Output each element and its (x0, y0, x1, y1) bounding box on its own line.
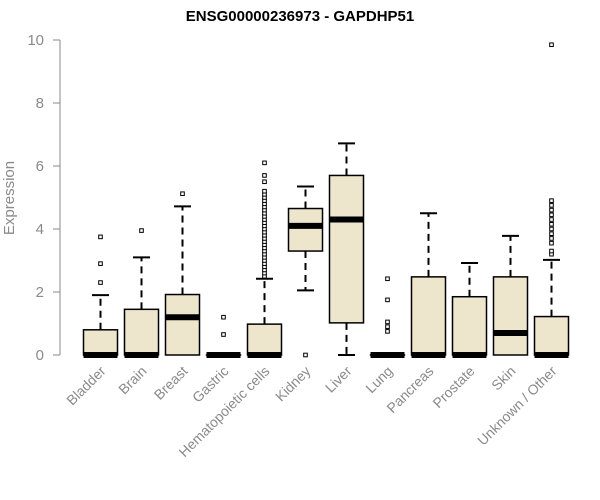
outlier-point (98, 280, 103, 285)
outlier-point (385, 319, 390, 325)
x-tick-label: Brain (115, 363, 149, 397)
x-tick-label: Liver (322, 363, 355, 396)
box (533, 315, 570, 356)
box-group-kidney (287, 185, 324, 358)
outlier-point (303, 352, 308, 358)
outlier-point (262, 188, 267, 194)
box-group-skin (492, 234, 529, 356)
outlier-point (549, 217, 554, 222)
x-tick-label: Kidney (272, 363, 314, 405)
outlier-point (549, 231, 554, 237)
y-tick-label: 10 (27, 32, 44, 49)
box (123, 308, 160, 356)
box (492, 276, 529, 356)
box (410, 276, 447, 356)
boxes-layer (82, 42, 570, 358)
x-tick-label: Bladder (63, 363, 109, 409)
y-tick-label: 8 (36, 95, 44, 112)
x-tick-label: Prostate (429, 363, 477, 411)
outlier-point (385, 297, 390, 303)
outlier-point (221, 314, 226, 320)
box (328, 174, 365, 324)
box (246, 323, 283, 356)
y-tick-label: 0 (36, 347, 44, 364)
outlier-point (385, 324, 390, 329)
outlier-point (262, 160, 267, 166)
box-group-gastric (205, 314, 242, 358)
box (82, 329, 119, 356)
outlier-point (385, 329, 390, 334)
box-group-liver (328, 142, 365, 356)
outlier-point (549, 248, 554, 254)
outlier-point (385, 276, 390, 282)
outlier-point (549, 236, 554, 241)
outlier-point (549, 226, 554, 232)
outlier-point (262, 173, 267, 178)
outlier-point (221, 332, 226, 337)
box-group-prostate (451, 262, 488, 358)
box (451, 295, 488, 356)
outlier-point (549, 203, 554, 208)
y-tick-label: 2 (36, 284, 44, 301)
box (164, 293, 201, 356)
box-group-bladder (82, 234, 119, 358)
box-group-unknown-other (533, 42, 570, 358)
outlier-point (549, 207, 554, 213)
outlier-point (180, 191, 185, 197)
box-group-lung (369, 276, 406, 358)
y-tick-label: 4 (36, 221, 44, 238)
outlier-point (549, 221, 554, 227)
y-tick-label: 6 (36, 158, 44, 175)
chart-title: ENSG00000236973 - GAPDHP51 (185, 8, 415, 25)
outlier-point (549, 42, 554, 48)
box-group-pancreas (410, 212, 447, 358)
y-axis: 0 2 4 6 8 10 (27, 32, 61, 364)
box-group-breast (164, 191, 201, 356)
outlier-point (549, 240, 554, 246)
y-axis-title: Expression (1, 161, 18, 235)
outlier-point (549, 198, 554, 203)
x-tick-label: Breast (151, 363, 191, 403)
outlier-point (98, 234, 103, 240)
outlier-point (98, 261, 103, 266)
box-group-hematopoietic-cells (246, 160, 283, 358)
outlier-point (549, 212, 554, 218)
outlier-point (139, 228, 144, 233)
outlier-point (262, 179, 267, 185)
x-tick-label: Lung (362, 363, 395, 396)
x-tick-label: Skin (488, 363, 519, 394)
box-group-brain (123, 228, 160, 358)
box (287, 207, 324, 252)
